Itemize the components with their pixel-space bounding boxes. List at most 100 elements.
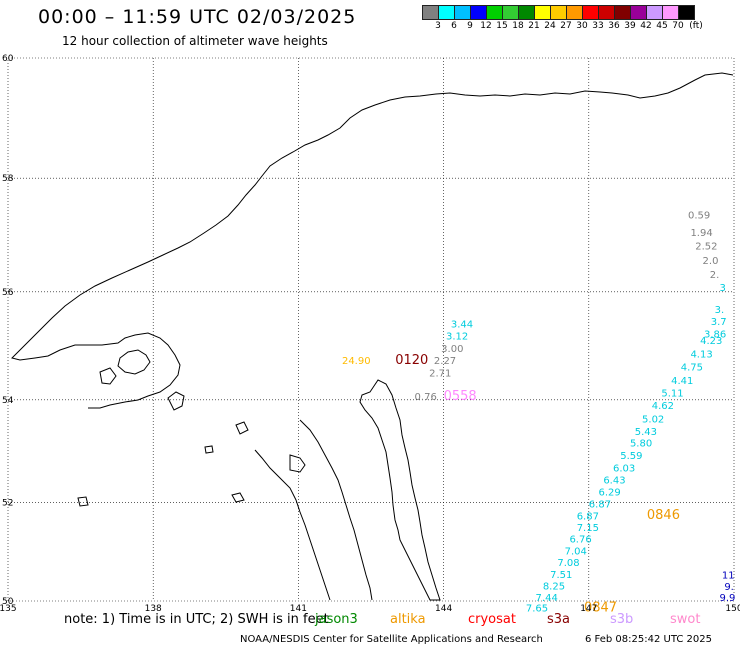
lon-tick-label: 141 [290,604,307,614]
wave-height-label: 2. [710,270,720,281]
page-subtitle: 12 hour collection of altimeter wave hei… [62,34,328,48]
colorbar-label: 3 [435,21,441,31]
colorbar-label: 6 [451,21,457,31]
wave-height-label: 2.27 [434,356,456,367]
lat-tick-label: 54 [2,396,14,406]
lon-tick-label: 147 [580,604,597,614]
colorbar-label: 36 [608,21,620,31]
wave-height-label: 5.59 [620,451,642,462]
satellite-legend-swot: swot [670,612,701,627]
colorbar-label: 39 [624,21,636,31]
pass-time-label: 0847 [584,601,617,616]
wave-height-label: 7.51 [550,570,572,581]
wave-height-label: 5.11 [661,389,683,400]
pass-time-label: 0558 [444,389,477,404]
wave-height-label: 3.7 [711,317,727,328]
satellite-legend-cryosat: cryosat [468,612,516,627]
wave-height-label: 7.44 [536,593,558,604]
page-title: 00:00 – 11:59 UTC 02/03/2025 [38,6,357,28]
wave-height-label: 7.08 [557,558,579,569]
colorbar-label: 9 [467,21,473,31]
coastline-amur [254,449,331,601]
colorbar-label: (ft) [689,21,703,31]
wave-height-label: 6.29 [598,488,620,499]
satellite-legend-s3a: s3a [547,612,571,627]
coastline-island-6 [77,496,89,507]
timestamp-text: 6 Feb 08:25:42 UTC 2025 [585,634,712,645]
colorbar-label: 42 [640,21,652,31]
wave-height-label: 6.87 [577,512,599,523]
wave-labels: 0.59 1.94 2.52 2.0 2. 3 3.3.73.864.23 4.13 4.75 4… [342,211,735,615]
coastline-mainland [11,72,734,409]
wave-height-label: 7.15 [577,523,599,534]
wave-height-label: 4.41 [671,376,693,387]
wave-height-label: 9. [724,582,734,593]
wave-height-label: 5.02 [642,414,664,425]
wave-height-label: 2.52 [695,241,717,252]
colorbar-label: 70 [672,21,684,31]
lon-tick-label: 135 [0,604,17,614]
wave-height-label: 8.25 [543,581,565,592]
pass-time-label: 0846 [647,508,680,523]
colorbar-label: 15 [496,21,508,31]
coastline-island-4 [204,445,214,454]
colorbar-label: 33 [592,21,604,31]
wave-height-label: 4.62 [652,401,674,412]
wave-height-label: 9.9 [719,593,735,604]
lat-tick-label: 60 [2,54,14,64]
axis-tick-labels: 135 138 141 144 147 150 50 52 54 56 58 60 [0,54,740,614]
wave-height-label: 4.75 [681,363,703,374]
wave-height-label: 6.03 [613,463,635,474]
coastline-island-5 [231,492,245,503]
wave-height-label: 11 [722,571,735,582]
lat-tick-label: 50 [2,597,14,607]
satellite-legend-s3b: s3b [610,612,634,627]
wave-height-label: 5.43 [635,427,657,438]
coastline-island-3 [235,421,249,435]
colorbar-label: 12 [480,21,492,31]
wave-height-label: 3 [719,283,725,294]
map-frame [7,57,735,602]
colorbar-label: 30 [576,21,588,31]
lon-tick-label: 138 [145,604,162,614]
colorbar-label: 18 [512,21,524,31]
coastline-tatar [299,419,373,601]
coastline-shantar [117,349,151,375]
colorbar [422,5,695,20]
coastline-sakhalin [359,379,441,601]
map-grid [8,58,734,601]
time-labels: 0120 0558 0846 0847 [395,353,680,615]
wave-height-label: 4.23 [700,336,722,347]
wave-height-label: 7.65 [526,604,548,615]
colorbar-label: 27 [560,21,572,31]
wave-height-label: 6.43 [603,475,625,486]
coastline-island-2 [167,391,185,411]
pass-time-label: 0120 [395,353,428,368]
wave-height-label: 3.86 [704,329,726,340]
satellite-legend-altika: altika [390,612,426,627]
lat-tick-label: 52 [2,499,13,509]
wave-height-label: 6.87 [589,500,611,511]
colorbar-swatch [678,5,695,20]
wave-height-label: 24.90 [342,356,371,367]
wave-height-label: 5.80 [630,439,652,450]
colorbar-label: 45 [656,21,668,31]
coastline [11,72,734,601]
credit-text: NOAA/NESDIS Center for Satellite Applica… [240,634,543,645]
lon-tick-label: 150 [725,604,740,614]
colorbar-labels: 3 6 9 12 15 18 21 24 27 30 33 36 39 42 45 70 (ft) [422,21,740,33]
wave-height-label: 4.13 [690,349,712,360]
wave-height-label: 3.44 [451,320,473,331]
satellite-legend-jason3: jason3 [315,612,358,627]
wave-height-label: 7.04 [565,546,587,557]
wave-height-label: 2.71 [429,368,451,379]
colorbar-label: 21 [528,21,540,31]
wave-height-label: 2.0 [703,256,719,267]
wave-height-label: 1.94 [690,228,712,239]
wave-height-label: 3. [715,305,725,316]
wave-height-label: 0.76 [415,392,437,403]
colorbar-label: 24 [544,21,556,31]
wave-height-label: 3.12 [446,331,468,342]
lat-tick-label: 58 [2,174,14,184]
